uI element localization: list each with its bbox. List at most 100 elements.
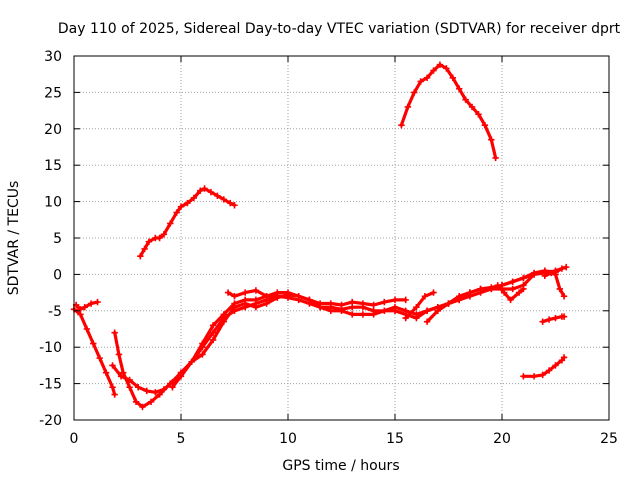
chart-title: Day 110 of 2025, Sidereal Day-to-day VTE…: [58, 21, 621, 37]
data-point: [117, 373, 125, 380]
data-point: [220, 311, 227, 318]
data-point: [327, 307, 334, 314]
data-point: [475, 111, 482, 118]
y-tick-label: 30: [44, 49, 62, 65]
data-point: [167, 220, 174, 227]
data-point: [120, 369, 127, 376]
data-point: [209, 336, 217, 344]
data-point: [552, 314, 559, 322]
data-point: [423, 74, 431, 82]
y-tick-label: -10: [39, 340, 62, 356]
x-tick-label: 5: [177, 431, 186, 447]
series-trace: [521, 355, 566, 378]
series-trace: [113, 294, 290, 409]
y-tick-label: 25: [44, 85, 62, 101]
data-point: [147, 398, 155, 405]
data-point: [370, 301, 377, 309]
data-point: [231, 293, 238, 300]
data-series: [70, 61, 570, 411]
data-point: [160, 386, 168, 393]
data-point: [111, 329, 118, 336]
data-point: [560, 354, 568, 361]
x-tick-label: 25: [600, 431, 618, 447]
data-point: [141, 245, 148, 253]
data-point: [520, 274, 527, 282]
data-point: [306, 296, 313, 304]
data-point: [201, 185, 208, 192]
data-point: [413, 303, 420, 311]
series-arc-8: [423, 263, 570, 325]
data-point: [552, 271, 559, 278]
data-point: [492, 154, 499, 162]
data-point: [274, 289, 281, 296]
data-point: [77, 306, 84, 313]
data-point: [500, 289, 508, 296]
series-arc-1: [70, 306, 118, 398]
y-tick-label: 0: [53, 267, 62, 283]
data-point: [541, 272, 548, 280]
data-point: [109, 384, 116, 391]
data-point: [135, 384, 142, 391]
series-arc-6: [224, 287, 409, 309]
data-point: [177, 203, 185, 210]
data-point: [126, 384, 133, 391]
data-point: [423, 307, 431, 314]
data-point: [436, 61, 444, 68]
series-arc-12: [520, 354, 568, 380]
series-arc-2: [72, 298, 101, 313]
data-point: [456, 85, 463, 92]
data-point: [184, 199, 191, 207]
data-point: [137, 253, 144, 260]
data-point: [488, 285, 495, 293]
data-point: [126, 376, 133, 384]
data-point: [402, 307, 409, 314]
data-point: [96, 354, 103, 362]
data-point: [177, 373, 185, 380]
data-point: [488, 136, 495, 143]
data-point: [156, 234, 163, 242]
data-point: [509, 278, 516, 285]
x-axis-title: GPS time / hours: [282, 458, 399, 474]
data-point: [327, 300, 334, 307]
data-point: [515, 289, 523, 296]
y-tick-label: 5: [53, 231, 62, 247]
data-point: [430, 67, 437, 74]
y-tick-label: -15: [39, 377, 62, 393]
data-point: [111, 391, 118, 398]
data-point: [468, 103, 476, 111]
y-tick-label: 10: [44, 195, 62, 211]
data-point: [220, 318, 227, 325]
data-point: [115, 351, 123, 358]
data-point: [338, 301, 345, 309]
data-point: [252, 303, 260, 311]
y-axis-title: SDTVAR / TECUs: [6, 181, 22, 296]
data-point: [143, 387, 150, 395]
data-point: [509, 285, 516, 293]
data-point: [227, 199, 234, 207]
y-tick-label: 15: [44, 158, 62, 174]
data-point: [338, 307, 345, 314]
data-point: [81, 303, 88, 311]
data-point: [173, 209, 180, 216]
data-point: [370, 311, 377, 318]
series-trace: [404, 291, 436, 320]
data-point: [391, 303, 399, 311]
data-point: [560, 293, 568, 300]
data-point: [391, 296, 399, 304]
data-point: [295, 293, 302, 300]
data-point: [252, 287, 260, 294]
data-point: [530, 373, 538, 380]
data-point: [430, 289, 437, 296]
data-point: [359, 311, 367, 318]
data-point: [284, 289, 292, 296]
data-point: [520, 373, 527, 380]
data-point: [548, 269, 555, 277]
data-point: [109, 362, 116, 369]
data-point: [220, 196, 227, 203]
data-point: [214, 192, 221, 199]
data-point: [188, 358, 195, 365]
data-point: [145, 238, 153, 245]
data-point: [445, 300, 452, 307]
data-point: [481, 121, 489, 129]
